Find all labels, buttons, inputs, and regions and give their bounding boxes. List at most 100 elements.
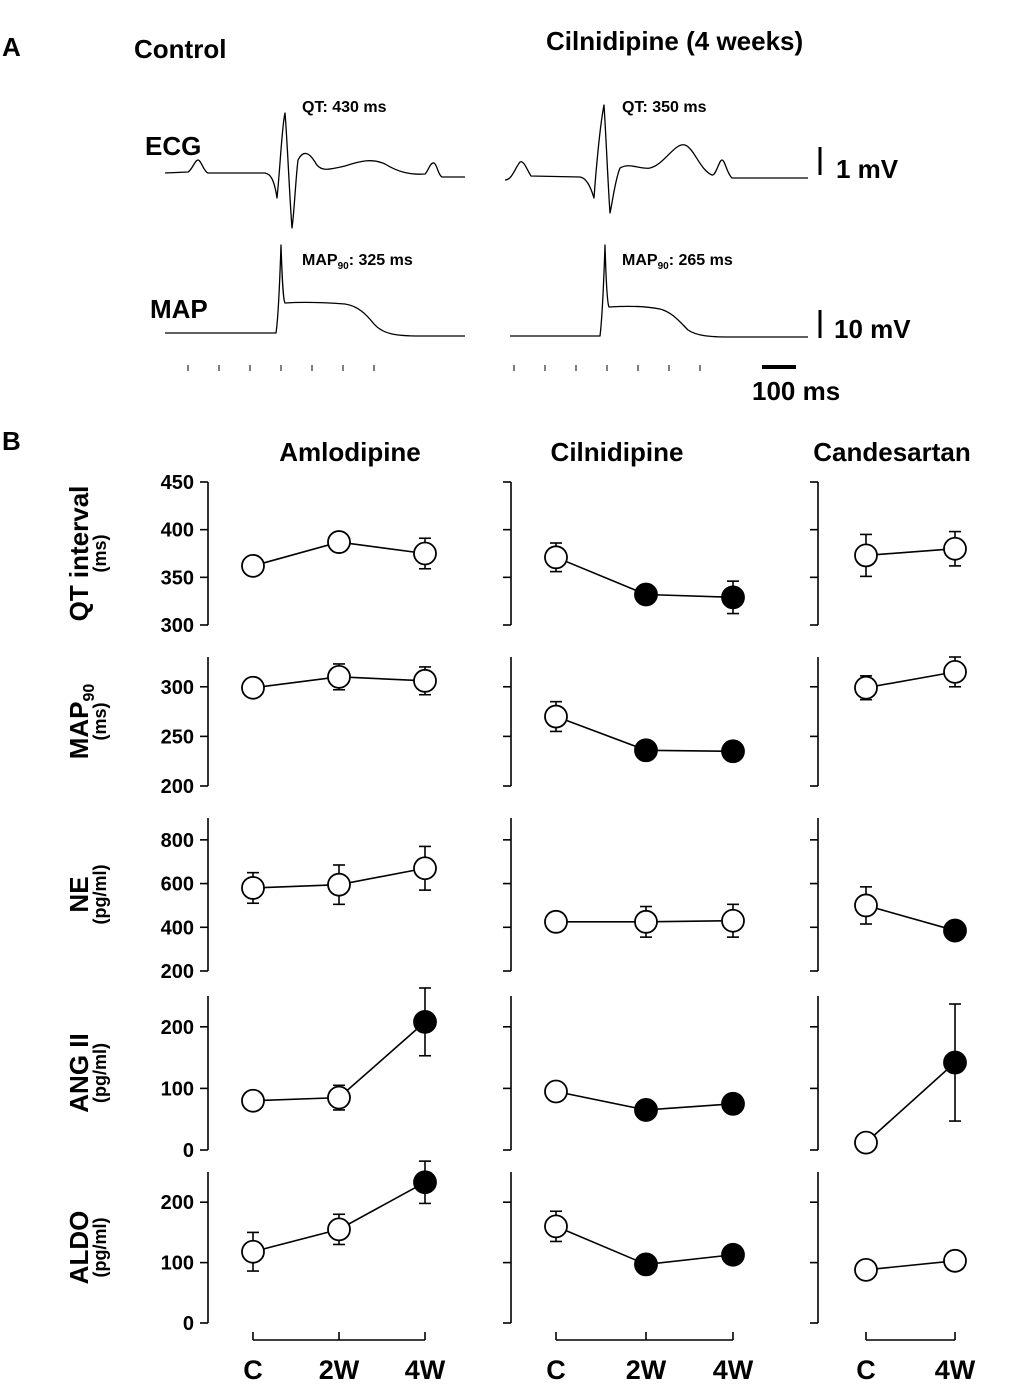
- y-unit-map90: (ms): [90, 702, 110, 740]
- data-point-open: [943, 1248, 967, 1273]
- y-label-aldo: ALDO: [64, 1211, 94, 1285]
- control-title: Control: [134, 34, 226, 64]
- data-point-filled: [721, 585, 745, 610]
- control-map90-label: MAP90: 325 ms: [302, 252, 413, 272]
- y-tick-label: 250: [161, 726, 194, 748]
- data-point-open: [413, 856, 437, 881]
- series-line: [865, 671, 956, 689]
- data-point-open: [854, 675, 878, 700]
- panel-b-label: B: [2, 426, 21, 456]
- map-scale-label: 10 mV: [834, 314, 911, 344]
- cilnidipine-qt-label: QT: 350 ms: [622, 99, 707, 116]
- y-tick-label: 400: [161, 917, 194, 939]
- data-point-open: [241, 1088, 265, 1113]
- data-point-filled: [634, 582, 658, 607]
- x-tick-label: C: [546, 1355, 566, 1384]
- y-tick-label: 200: [161, 1017, 194, 1039]
- data-point-open: [241, 1239, 265, 1264]
- data-point-open: [327, 872, 351, 897]
- ecg-scale-label: 1 mV: [836, 154, 899, 184]
- data-point-open: [544, 704, 568, 729]
- cilnidipine-map90-label: MAP90: 265 ms: [622, 252, 733, 272]
- series-line: [865, 1061, 956, 1144]
- y-tick-label: 400: [161, 520, 194, 542]
- data-point-filled: [721, 1091, 745, 1116]
- data-point-open: [327, 664, 351, 689]
- panel-a-label: A: [2, 32, 21, 62]
- y-tick-label: 0: [183, 1313, 194, 1335]
- plot-ne-cilnidipine: [503, 818, 745, 972]
- data-point-open: [634, 909, 658, 934]
- plot-ang-ii-amlodipine: 0 100 200: [161, 987, 437, 1162]
- plot-qt-interval-candesartan: [810, 481, 967, 626]
- cilnidipine-ecg-trace: [504, 104, 808, 214]
- series-line: [865, 904, 956, 932]
- y-tick-label: 600: [161, 874, 194, 896]
- plot-qt-interval-amlodipine: 300 350 400 450: [161, 472, 437, 637]
- time-ticks: [187, 365, 701, 371]
- x-tick-label: 2W: [319, 1355, 360, 1384]
- column-title-cilnidipine: Cilnidipine: [551, 437, 684, 467]
- y-tick-label: 200: [161, 1192, 194, 1214]
- y-tick-label: 100: [161, 1078, 194, 1100]
- plot-map90-amlodipine: 200 250 300: [161, 657, 437, 798]
- y-tick-label: 200: [161, 776, 194, 798]
- plot-aldo-candesartan: [810, 1172, 967, 1324]
- panel-b: B Amlodipine Cilnidipine Candesartan QT int…: [2, 426, 976, 1384]
- y-tick-label: 100: [161, 1253, 194, 1275]
- data-point-open: [544, 909, 568, 934]
- data-point-open: [544, 545, 568, 570]
- data-point-open: [327, 1085, 351, 1110]
- series-line: [865, 1259, 956, 1271]
- time-scale-label: 100 ms: [752, 376, 840, 406]
- data-point-filled: [721, 1242, 745, 1267]
- data-point-filled: [413, 1170, 437, 1195]
- data-point-open: [327, 1217, 351, 1242]
- plot-aldo-cilnidipine: [503, 1172, 745, 1324]
- x-tick-label: C: [856, 1355, 876, 1384]
- data-point-filled: [634, 1098, 658, 1122]
- plot-ang-ii-cilnidipine: [503, 996, 745, 1151]
- data-point-open: [413, 541, 437, 566]
- x-tick-label: 2W: [626, 1355, 667, 1384]
- data-point-filled: [634, 738, 658, 763]
- x-axis-cilnidipine: C 2W 4W: [546, 1332, 754, 1384]
- y-unit-aldo: (pg/ml): [90, 1218, 110, 1278]
- data-point-open: [544, 1079, 568, 1104]
- column-title-candesartan: Candesartan: [813, 437, 971, 467]
- y-label-qt-interval: QT interval: [64, 486, 94, 622]
- data-point-filled: [413, 1009, 437, 1034]
- x-axis-amlodipine: C 2W 4W: [243, 1332, 446, 1384]
- plot-ne-amlodipine: 200 400 600 800: [161, 818, 437, 983]
- data-point-open: [544, 1214, 568, 1239]
- ecg-label: ECG: [145, 131, 201, 161]
- panel-b-plots: Amlodipine Cilnidipine Candesartan QT inter…: [64, 437, 976, 1384]
- cilnidipine-map-trace: [510, 244, 808, 338]
- x-tick-label: 4W: [935, 1355, 976, 1384]
- data-point-open: [854, 893, 878, 918]
- x-tick-label: 4W: [405, 1355, 446, 1384]
- y-tick-label: 200: [161, 961, 194, 983]
- data-point-open: [854, 1130, 878, 1155]
- data-point-open: [854, 543, 878, 568]
- plot-aldo-amlodipine: 0 100 200: [161, 1160, 437, 1335]
- y-label-ang-ii: ANG II: [64, 1033, 94, 1112]
- y-tick-label: 0: [183, 1140, 194, 1162]
- plot-qt-interval-cilnidipine: [503, 481, 745, 626]
- plot-map90-cilnidipine: [503, 657, 745, 787]
- data-point-filled: [721, 739, 745, 764]
- plot-ne-candesartan: [810, 818, 967, 972]
- y-unit-qt-interval: (ms): [90, 534, 110, 572]
- y-tick-label: 300: [161, 677, 194, 699]
- x-tick-label: C: [243, 1355, 263, 1384]
- plot-map90-candesartan: [810, 656, 967, 787]
- control-map-trace: [165, 244, 465, 337]
- data-point-filled: [634, 1252, 658, 1277]
- y-label-ne: NE: [64, 876, 94, 912]
- control-ecg-trace: [164, 112, 465, 229]
- data-point-open: [943, 659, 967, 684]
- y-tick-label: 450: [161, 472, 194, 494]
- control-qt-label: QT: 430 ms: [302, 99, 387, 116]
- y-tick-label: 800: [161, 830, 194, 852]
